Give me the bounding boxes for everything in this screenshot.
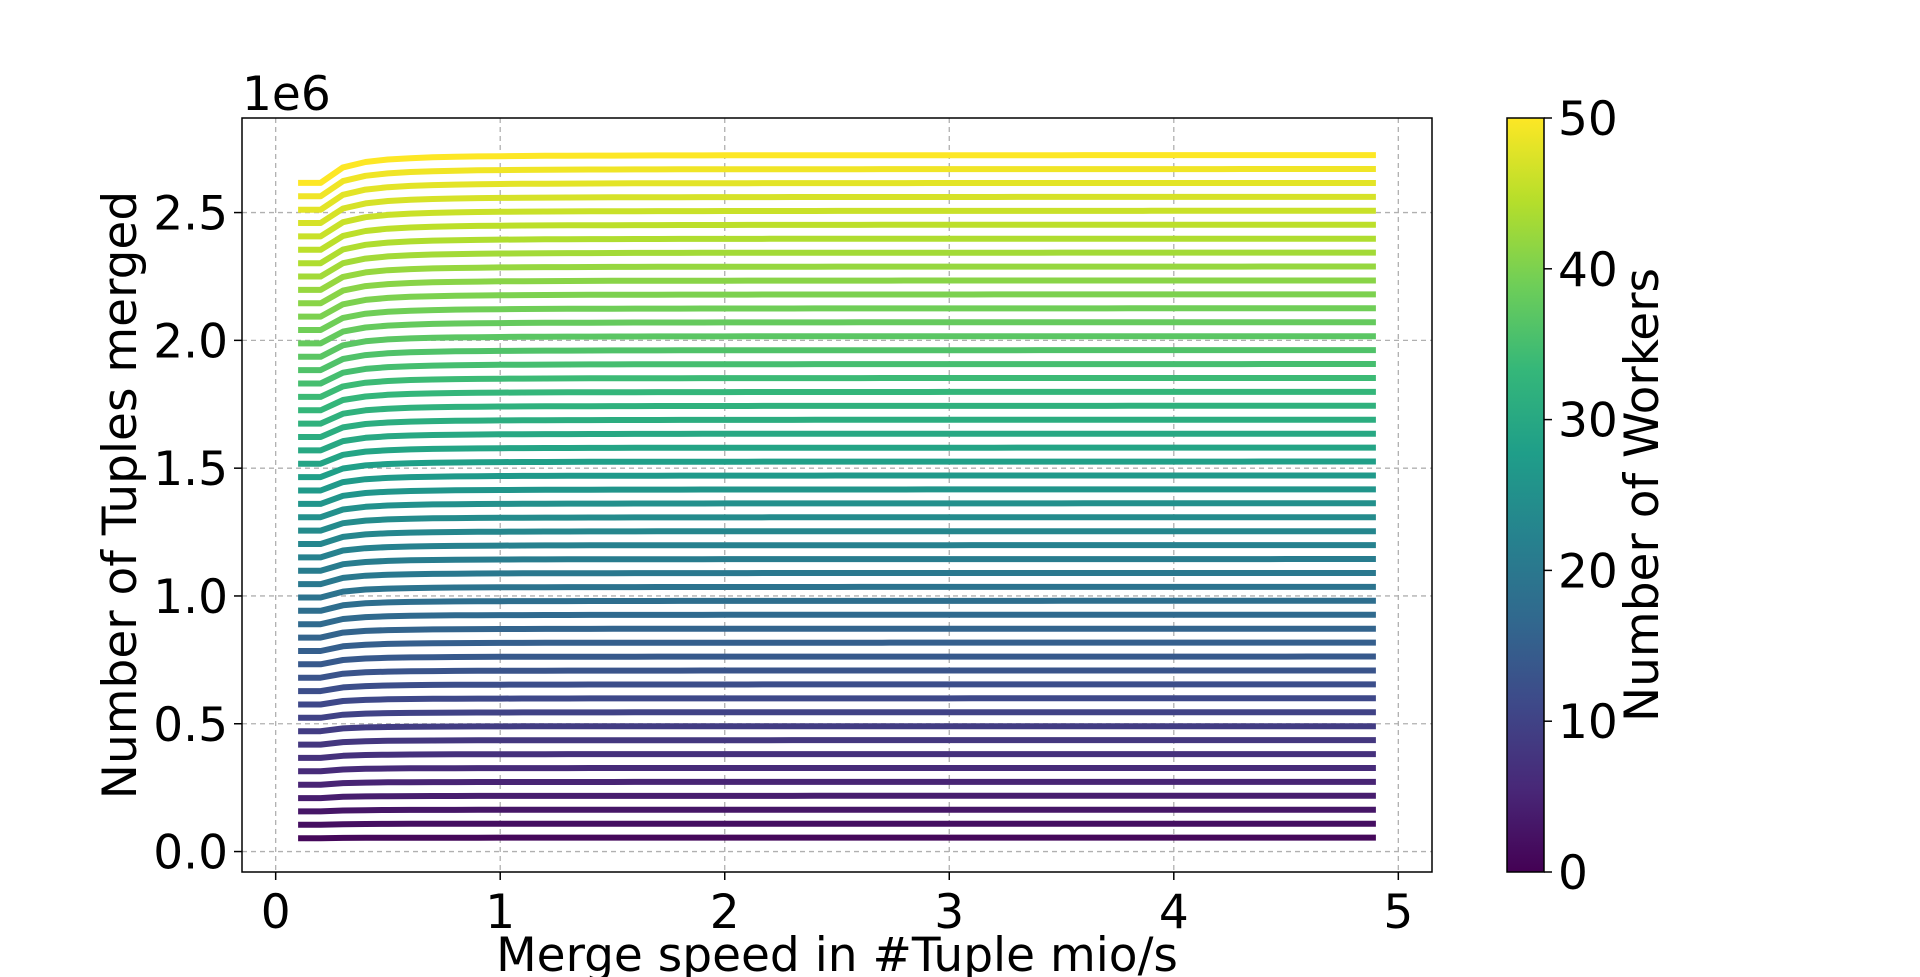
y-offset-label: 1e6 [242,67,331,122]
colorbar-tick-label-5: 50 [1558,92,1618,147]
series-line-workers-47 [298,193,1376,226]
series-line-workers-21 [298,556,1376,574]
series-line-workers-36 [298,347,1376,374]
y-axis-ticks: 0.0 0.5 1.0 1.5 2.0 2.5 [153,187,242,881]
colorbar-label: Number of Workers [1615,268,1670,722]
x-tick-label-1: 1 [485,885,515,940]
y-tick-label-4: 2.0 [153,314,228,369]
series-line-workers-20 [298,570,1376,588]
series-line-workers-9 [298,723,1376,735]
colorbar-tick-label-0: 0 [1558,846,1588,901]
series-line-workers-26 [298,486,1376,507]
colorbar-ticks: 0 10 20 30 40 50 [1544,92,1618,901]
x-tick-label-4: 4 [1159,885,1189,940]
series-line-workers-34 [298,375,1376,400]
series-line-workers-42 [298,263,1376,293]
series-line-workers-39 [298,305,1376,333]
x-axis-label: Merge speed in #Tuple mio/s [496,928,1178,977]
x-tick-label-3: 3 [934,885,964,940]
y-tick-label-2: 1.0 [153,570,228,625]
series-line-workers-38 [298,319,1376,347]
plot-frame [241,117,1433,873]
series-line-workers-18 [298,597,1376,614]
series-line-workers-22 [298,542,1376,561]
series-line-workers-40 [298,291,1376,320]
colorbar [1506,117,1545,873]
y-tick-label-5: 2.5 [153,187,228,242]
series-line-workers-1 [298,834,1376,842]
series-line-workers-15 [298,639,1376,654]
series-line-workers-4 [298,792,1376,802]
y-tick-label-0: 0.0 [153,826,228,881]
series-line-workers-35 [298,361,1376,387]
series-line-workers-25 [298,500,1376,521]
series-line-workers-8 [298,737,1376,748]
series-line-workers-29 [298,444,1376,467]
series-line-workers-46 [298,207,1376,240]
series-line-workers-28 [298,458,1376,481]
series-line-workers-31 [298,416,1376,440]
series-line-workers-2 [298,820,1376,828]
series-line-workers-24 [298,514,1376,534]
series-line-workers-41 [298,277,1376,307]
series-line-workers-12 [298,681,1376,695]
series-line-workers-7 [298,751,1376,761]
colorbar-tick-label-2: 20 [1558,544,1618,599]
series-line-workers-3 [298,806,1376,815]
series-line-workers-6 [298,765,1376,775]
series-line-workers-17 [298,611,1376,628]
series-line-workers-50 [298,152,1376,186]
colorbar-tick-label-4: 40 [1558,243,1618,298]
series-line-workers-14 [298,653,1376,668]
series-line-workers-33 [298,388,1376,414]
series-line-workers-49 [298,166,1376,200]
x-tick-label-0: 0 [261,885,291,940]
series-line-workers-37 [298,333,1376,360]
y-tick-label-1: 0.5 [153,698,228,753]
series-lines [298,152,1376,842]
x-tick-label-2: 2 [710,885,740,940]
series-line-workers-30 [298,430,1376,454]
x-tick-label-5: 5 [1383,885,1413,940]
series-line-workers-11 [298,695,1376,708]
series-line-workers-27 [298,472,1376,494]
x-axis-ticks: 0 1 2 3 4 5 [261,872,1413,940]
y-tick-label-3: 1.5 [153,442,228,497]
series-line-workers-45 [298,221,1376,253]
y-axis-label: Number of Tuples merged [93,191,148,799]
series-line-workers-16 [298,625,1376,641]
colorbar-tick-label-1: 10 [1558,695,1618,750]
colorbar-tick-label-3: 30 [1558,394,1618,449]
series-line-workers-32 [298,402,1376,427]
series-line-workers-13 [298,667,1376,681]
grid-lines [242,118,1432,872]
series-line-workers-10 [298,709,1376,721]
series-line-workers-43 [298,249,1376,280]
series-line-workers-44 [298,235,1376,267]
series-line-workers-5 [298,778,1376,788]
series-line-workers-48 [298,180,1376,213]
series-line-workers-23 [298,528,1376,547]
series-line-workers-19 [298,583,1376,601]
